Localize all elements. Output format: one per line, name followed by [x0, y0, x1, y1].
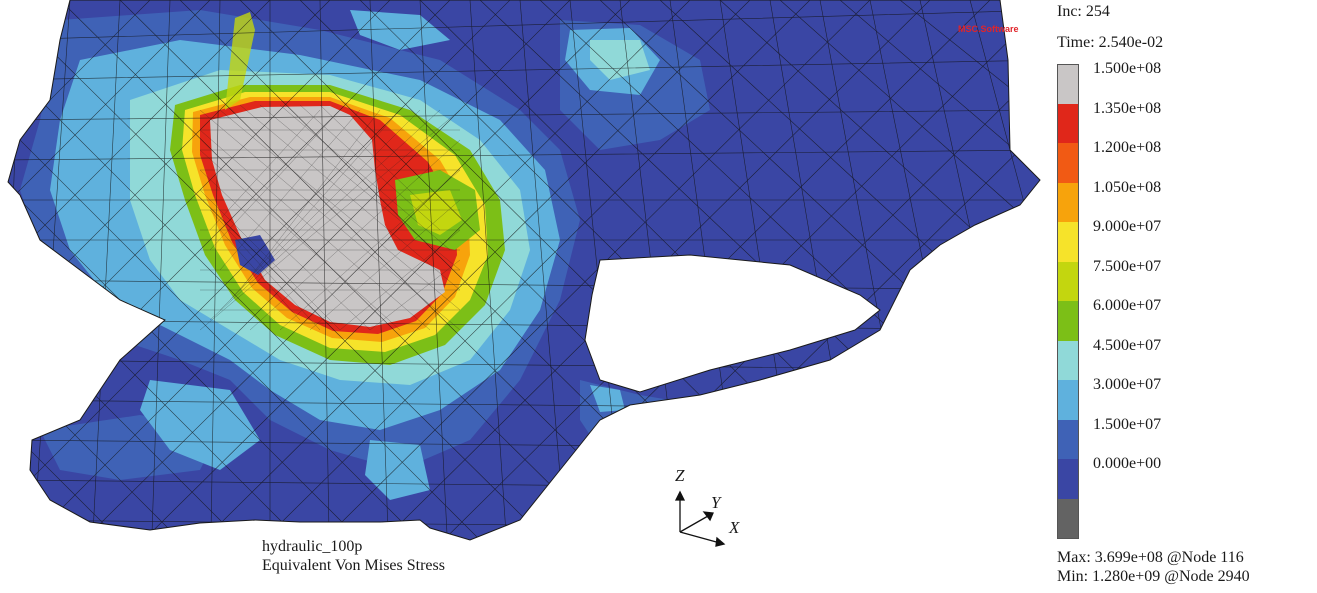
legend-swatch [1057, 380, 1079, 420]
legend-tick-label: 7.500e+07 [1093, 257, 1162, 275]
max-value-label: Max: 3.699e+08 @Node 116 [1057, 549, 1244, 566]
legend-swatch [1057, 182, 1079, 222]
legend-tick-label: 1.050e+08 [1093, 178, 1162, 196]
job-name: hydraulic_100p [262, 538, 363, 555]
result-quantity: Equivalent Von Mises Stress [262, 557, 445, 574]
axis-x-label: X [729, 518, 740, 537]
axis-y-label: Y [711, 493, 721, 512]
legend-tick-label: 1.500e+07 [1093, 415, 1162, 433]
legend-swatch [1057, 301, 1079, 341]
legend-tick-label: 0.000e+00 [1093, 455, 1162, 472]
axis-z-label: Z [675, 466, 685, 485]
color-legend: 1.500e+08 1.350e+08 1.200e+08 1.050e+08 9.00… [1057, 60, 1317, 542]
legend-swatch [1057, 64, 1079, 104]
legend-tick-label: 1.200e+08 [1093, 139, 1162, 156]
legend-tick-label: 1.500e+08 [1093, 60, 1162, 77]
legend-swatch [1057, 143, 1079, 183]
mesh-hole [584, 254, 881, 393]
model-viewport[interactable]: Z Y X MSC.Software [0, 0, 1050, 593]
legend-tick-label: 4.500e+07 [1093, 336, 1162, 354]
legend-tick-label: 3.000e+07 [1093, 376, 1162, 393]
legend-swatch [1057, 261, 1079, 301]
mesh-edges-fine [199, 104, 461, 331]
legend-swatch [1057, 222, 1079, 262]
logo: MSC.Software [958, 24, 1019, 34]
mesh-outline [7, 0, 1041, 541]
legend-tick-label: 6.000e+07 [1093, 297, 1162, 314]
stress-contour [8, 0, 1040, 540]
legend-swatch-bottom [1057, 498, 1079, 539]
legend-swatch [1057, 340, 1079, 380]
time-label: Time: 2.540e-02 [1057, 34, 1164, 51]
legend-tick-label: 1.350e+08 [1093, 99, 1162, 117]
legend-tick-label: 9.000e+07 [1093, 218, 1162, 235]
min-value-label: Min: 1.280e+09 @Node 2940 [1057, 568, 1250, 585]
legend-swatch [1057, 103, 1079, 143]
increment-label: Inc: 254 [1057, 3, 1110, 20]
legend-swatch [1057, 459, 1079, 499]
legend-swatch [1057, 419, 1079, 459]
fe-mesh-plot [7, 0, 1041, 547]
coordinate-triad [674, 490, 726, 547]
